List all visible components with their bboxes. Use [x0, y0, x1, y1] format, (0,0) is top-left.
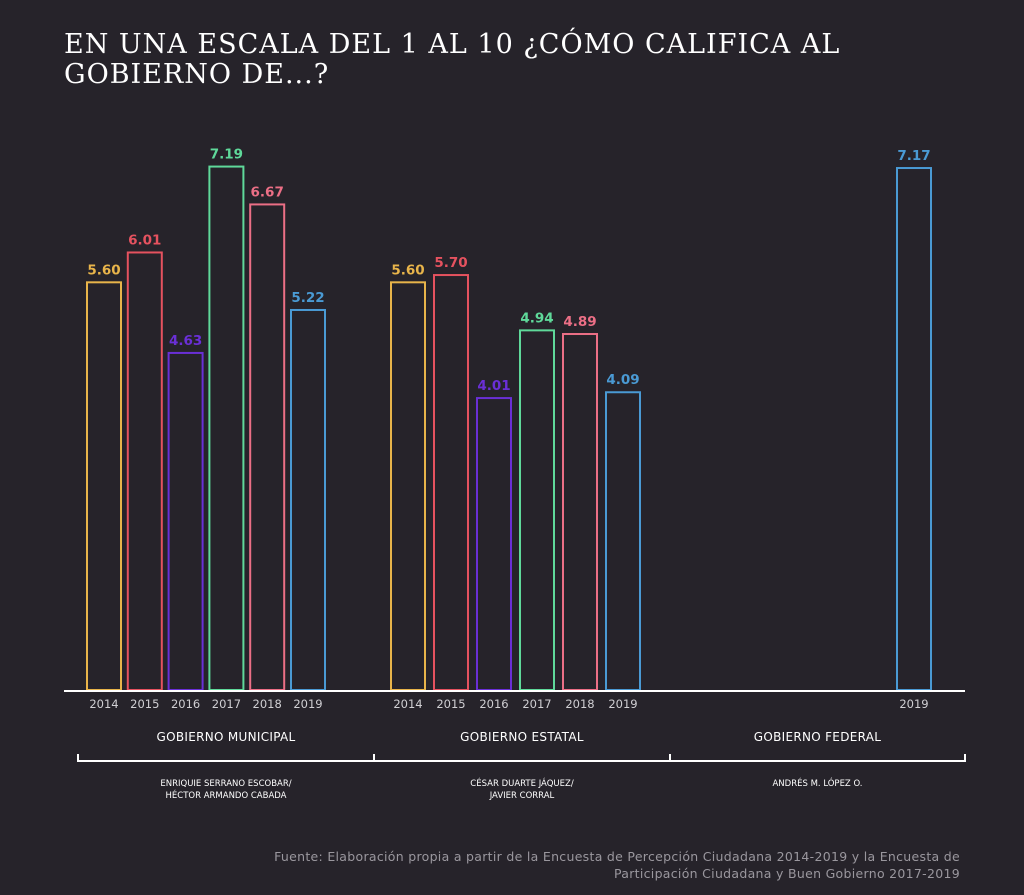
group-label-0: GOBIERNO MUNICIPAL	[156, 730, 295, 744]
data-label-0-2016: 4.63	[169, 333, 202, 349]
data-label-1-2014: 5.60	[391, 262, 424, 278]
bar-1-2016	[476, 397, 512, 691]
officials-label-1-0: CÉSAR DUARTE JÁQUEZ/	[470, 777, 574, 789]
officials-label-0-1: HÉCTOR ARMANDO CABADA	[166, 789, 287, 801]
data-label-1-2017: 4.94	[520, 310, 553, 326]
bar-0-2019	[290, 308, 326, 691]
tick-label-0-2014: 2014	[89, 697, 118, 711]
tick-label-1-2015: 2015	[436, 697, 465, 711]
group-label-2: GOBIERNO FEDERAL	[754, 730, 882, 744]
tick-label-0-2016: 2016	[171, 697, 200, 711]
data-label-1-2019: 4.09	[606, 372, 639, 388]
chart-title: EN UNA ESCALA DEL 1 AL 10 ¿CÓMO CALIFICA…	[64, 29, 841, 90]
bar-0-2016	[167, 351, 204, 691]
data-label-0-2018: 6.67	[251, 184, 284, 200]
bar-2-2019	[896, 167, 932, 692]
tick-label-1-2016: 2016	[479, 697, 508, 711]
bar-1-2017	[519, 329, 555, 691]
officials-label-1-1: JAVIER CORRAL	[489, 791, 555, 801]
data-label-0-2019: 5.22	[291, 290, 324, 306]
bar-0-2014	[86, 281, 122, 691]
tick-label-0-2018: 2018	[253, 697, 282, 711]
bar-1-2018	[562, 333, 598, 691]
group-label-1: GOBIERNO ESTATAL	[460, 730, 584, 744]
bar-1-2014	[390, 281, 426, 691]
tick-label-1-2017: 2017	[522, 697, 551, 711]
data-label-1-2018: 4.89	[563, 314, 596, 330]
data-label-1-2016: 4.01	[477, 378, 510, 394]
source-note: Fuente: Elaboración propia a partir de l…	[274, 849, 960, 881]
data-label-0-2015: 6.01	[128, 232, 161, 248]
bar-1-2019	[605, 391, 641, 691]
tick-label-0-2017: 2017	[212, 697, 241, 711]
bar-1-2015	[433, 274, 469, 691]
tick-label-2-2019: 2019	[899, 697, 928, 711]
officials-label-0-0: ENRIQUIE SERRANO ESCOBAR/	[160, 779, 291, 789]
officials-label-2-0: ANDRÉS M. LÓPEZ O.	[772, 777, 862, 789]
data-label-2-2019: 7.17	[897, 148, 930, 164]
data-label-0-2017: 7.19	[210, 147, 243, 163]
data-label-0-2014: 5.60	[87, 262, 120, 278]
tick-label-1-2014: 2014	[393, 697, 422, 711]
tick-label-0-2015: 2015	[130, 697, 159, 711]
bar-0-2017	[208, 165, 245, 691]
tick-label-0-2019: 2019	[293, 697, 322, 711]
tick-label-1-2018: 2018	[565, 697, 594, 711]
bar-0-2018	[249, 203, 286, 691]
tick-label-1-2019: 2019	[608, 697, 637, 711]
data-label-1-2015: 5.70	[434, 255, 467, 271]
bar-0-2015	[126, 251, 163, 692]
